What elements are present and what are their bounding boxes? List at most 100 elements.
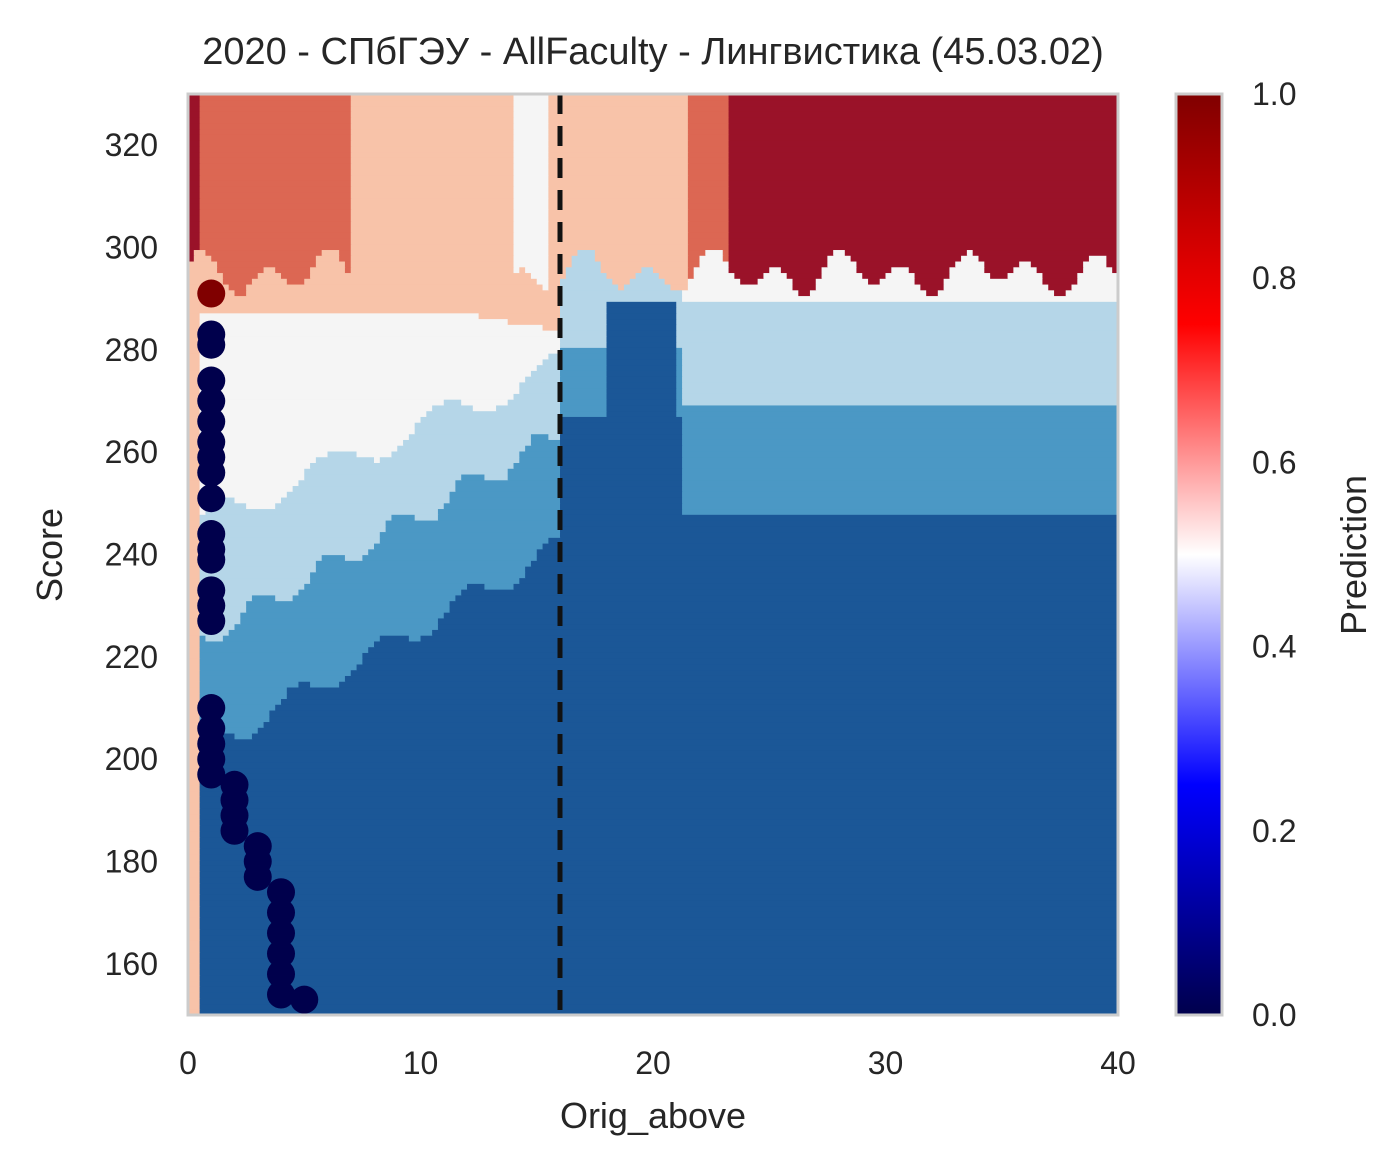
contour-cell — [350, 151, 515, 158]
contour-cell — [211, 255, 317, 262]
contour-cell — [188, 773, 201, 780]
contour-cell — [548, 99, 689, 107]
contour-cell — [728, 191, 1118, 199]
contour-cell — [257, 727, 1118, 734]
contour-cell — [199, 871, 1118, 878]
contour-cell — [251, 278, 288, 285]
contour-cell — [443, 612, 1118, 619]
contour-cell — [199, 220, 352, 227]
scatter-point — [197, 545, 226, 574]
contour-cell — [548, 94, 689, 101]
x-axis-label: Orig_above — [560, 1095, 746, 1136]
contour-cell — [199, 232, 352, 239]
contour-cell — [728, 94, 1118, 101]
contour-cell — [676, 381, 683, 389]
contour-cell — [188, 612, 201, 619]
contour-cell — [188, 784, 201, 792]
contour-cell — [606, 387, 677, 394]
contour-cell — [246, 600, 451, 607]
contour-cell — [188, 623, 201, 630]
contour-cell — [188, 732, 201, 740]
colorbar-label: Prediction — [1333, 475, 1374, 635]
contour-cell — [548, 191, 689, 199]
contour-cell — [188, 934, 201, 941]
contour-cell — [188, 681, 201, 688]
contour-cell — [798, 289, 811, 297]
contour-cell — [188, 945, 201, 953]
contour-cell — [542, 358, 561, 366]
contour-cell — [188, 951, 201, 959]
contour-cell — [513, 197, 549, 204]
contour-cell — [350, 117, 515, 124]
contour-cell — [199, 744, 1118, 751]
contour-cell — [199, 825, 1118, 832]
contour-cell — [560, 473, 683, 481]
contour-cell — [780, 266, 823, 274]
contour-cell — [513, 214, 549, 222]
contour-cell — [513, 583, 1118, 590]
contour-cell — [199, 318, 509, 325]
contour-cell — [188, 237, 201, 245]
contour-cell — [188, 991, 201, 999]
contour-cell — [199, 997, 1118, 1005]
contour-cell — [217, 266, 265, 274]
contour-cell — [321, 554, 346, 561]
contour-cell — [687, 140, 730, 147]
contour-cell — [705, 249, 724, 256]
contour-cell — [560, 358, 608, 366]
contour-cell — [199, 899, 1118, 907]
contour-cell — [350, 260, 515, 268]
contour-cell — [199, 353, 549, 360]
contour-cell — [188, 986, 201, 993]
contour-cell — [199, 882, 1118, 889]
contour-cell — [571, 260, 602, 268]
contour-cell — [548, 186, 689, 193]
contour-cell — [560, 485, 683, 492]
contour-cell — [310, 571, 526, 579]
contour-cell — [188, 842, 201, 849]
contour-cell — [1048, 283, 1073, 291]
contour-cell — [199, 450, 329, 458]
contour-cell — [350, 237, 515, 245]
contour-cell — [199, 364, 538, 371]
contour-cell — [606, 358, 677, 366]
contour-cell — [432, 629, 1118, 636]
contour-cell — [188, 450, 201, 458]
contour-cell — [281, 272, 311, 279]
contour-cell — [199, 468, 305, 475]
contour-cell — [560, 381, 608, 389]
contour-cell — [188, 226, 201, 233]
contour-cell — [188, 669, 201, 676]
contour-cell — [374, 456, 381, 463]
contour-cell — [496, 404, 561, 412]
contour-cell — [682, 450, 1118, 458]
contour-cell — [188, 347, 201, 354]
contour-cell — [809, 289, 927, 297]
contour-cell — [188, 456, 201, 463]
contour-cell — [188, 479, 201, 487]
contour-cell — [188, 819, 201, 826]
contour-cell — [455, 485, 561, 492]
contour-cell — [682, 445, 1118, 452]
contour-cell — [385, 519, 561, 527]
contour-cell — [199, 692, 288, 700]
y-tick-label: 320 — [105, 127, 158, 163]
contour-cell — [286, 686, 1118, 694]
contour-cell — [687, 278, 741, 285]
contour-cell — [310, 266, 346, 274]
contour-cell — [350, 168, 515, 176]
contour-cell — [188, 519, 201, 527]
contour-cell — [606, 381, 677, 389]
contour-cell — [188, 186, 201, 193]
contour-cell — [350, 266, 515, 274]
contour-cell — [548, 174, 689, 181]
contour-cell — [513, 203, 549, 210]
contour-cell — [722, 249, 730, 256]
contour-cell — [199, 554, 323, 561]
contour-cell — [676, 347, 683, 354]
contour-cell — [199, 358, 544, 366]
contour-cell — [188, 802, 201, 809]
contour-cell — [687, 260, 701, 268]
contour-cell — [350, 203, 515, 210]
contour-cell — [188, 686, 201, 694]
